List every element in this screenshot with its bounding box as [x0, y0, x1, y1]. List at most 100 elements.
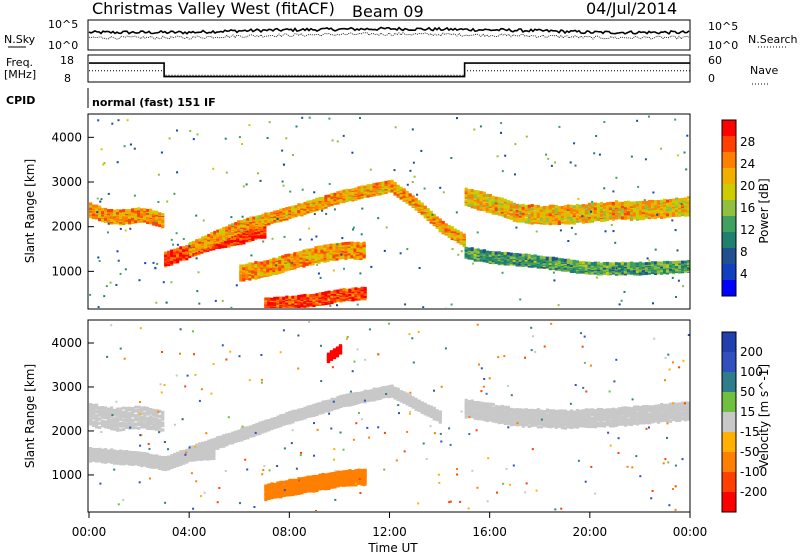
scatter-band-5-cell	[635, 201, 640, 205]
cbar-tick-label-2: 20	[740, 179, 755, 193]
scatter-band-3-cell	[302, 259, 306, 263]
scatter-band-5-cell	[581, 204, 585, 207]
scatter-band-6-cell	[491, 251, 495, 254]
scatter-band-0-cell	[140, 410, 144, 414]
scatter-band-5-cell	[653, 206, 658, 210]
scatter-band-2-cell	[450, 230, 454, 234]
scatter-band-5-cell	[666, 213, 670, 217]
scatter-band-6-cell	[602, 262, 607, 265]
scatter-band-0-cell	[101, 208, 105, 211]
scatter-band-5-cell	[527, 204, 531, 208]
scatter-band-2-cell	[384, 180, 388, 184]
scatter-band-2-cell	[444, 227, 448, 231]
scatter-band-2-cell	[324, 486, 328, 489]
cbar-swatch-3	[722, 168, 736, 185]
noise-panel: N.Sky N.Search 10^5 10^0 10^5 10^0	[4, 18, 798, 52]
scatter-band-5-cell	[602, 205, 607, 209]
scatter-band-0-cell	[155, 221, 159, 224]
scatter-band-5-cell	[614, 208, 619, 212]
scatter-noise-cell	[359, 117, 361, 119]
scatter-band-2-cell	[375, 189, 379, 193]
scatter-band-5-cell	[614, 210, 619, 214]
scatter-band-5-cell	[584, 218, 588, 222]
scatter-band-5-cell	[626, 202, 631, 206]
scatter-noise-cell	[116, 161, 119, 164]
scatter-band-6-cell	[656, 261, 661, 265]
cbar-swatch-8	[722, 248, 736, 265]
scatter-band-3-cell	[248, 275, 252, 279]
scatter-band-5-cell	[681, 206, 685, 210]
scatter-band-2-cell	[273, 210, 277, 214]
scatter-band-5-cell	[509, 203, 513, 207]
scatter-band-4-cell	[351, 298, 355, 302]
scatter-band-5-cell	[602, 216, 607, 220]
scatter-band-3-cell	[248, 264, 252, 268]
scatter-band-3-cell	[302, 264, 306, 268]
scatter-band-5-cell	[678, 209, 682, 212]
scatter-band-6-cell	[551, 256, 555, 260]
scatter-band-0-cell	[161, 410, 165, 414]
scatter-band-5-cell	[470, 198, 474, 202]
scatter-band-5-cell	[663, 205, 667, 209]
scatter-band-4-cell	[318, 293, 322, 297]
scatter-band-3-cell	[296, 255, 300, 259]
scatter-band-6-cell	[509, 255, 513, 259]
scatter-band-1-cell	[185, 251, 189, 255]
scatter-band-5-cell	[506, 200, 510, 204]
scatter-band-0-cell	[137, 220, 141, 223]
scatter-band-2-cell	[369, 184, 373, 187]
scatter-band-1-cell	[131, 456, 135, 460]
scatter-band-1-cell	[233, 242, 237, 246]
scatter-band-2-cell	[330, 478, 334, 482]
scatter-band-5-cell	[587, 207, 591, 211]
scatter-band-2-cell	[327, 198, 331, 202]
scatter-band-3-cell	[245, 274, 249, 278]
noise-series-1	[88, 32, 690, 40]
scatter-band-0-cell	[146, 416, 150, 420]
scatter-noise-cell	[283, 163, 285, 166]
scatter-band-6-cell	[653, 261, 658, 265]
scatter-band-6-cell	[518, 253, 522, 257]
scatter-band-0-cell	[152, 220, 156, 224]
scatter-band-5-cell	[605, 212, 610, 216]
scatter-band-3-cell	[266, 271, 270, 275]
scatter-band-0-cell	[104, 420, 108, 424]
scatter-band-1-cell	[161, 460, 165, 464]
scatter-band-1-cell	[224, 244, 228, 248]
scatter-band-5-cell	[533, 214, 537, 218]
scatter-band-2-cell	[408, 200, 412, 204]
scatter-band-2-cell	[408, 193, 412, 197]
scatter-band-4-cell	[294, 302, 298, 305]
scatter-band-0-cell	[152, 413, 156, 417]
scatter-band-4-cell	[351, 293, 355, 297]
cbar-swatch-6	[722, 216, 736, 233]
scatter-band-6-cell	[617, 272, 622, 276]
scatter-band-3-cell	[245, 265, 249, 269]
scatter-band-3-cell	[269, 262, 273, 266]
scatter-band-0-cell	[107, 413, 111, 417]
scatter-band-4-cell	[288, 305, 292, 308]
scatter-band-3-cell	[320, 250, 324, 253]
scatter-band-5-cell	[572, 208, 576, 212]
scatter-noise-cell	[332, 269, 335, 272]
scatter-noise-cell	[637, 185, 640, 188]
scatter-noise-cell	[98, 260, 101, 262]
scatter-noise-cell	[196, 290, 199, 293]
scatter-band-6-cell	[587, 263, 591, 267]
scatter-band-3-cell	[344, 241, 348, 245]
scatter-band-0-cell	[92, 209, 96, 213]
scatter-band-4-cell	[297, 304, 301, 308]
scatter-band-5-cell	[599, 219, 604, 222]
scatter-band-2-cell	[288, 478, 292, 482]
scatter-band-5-cell	[644, 212, 649, 216]
scatter-band-2-cell	[324, 204, 328, 208]
scatter-band-5-cell	[656, 205, 661, 209]
scatter-band-3-cell	[326, 246, 330, 250]
scatter-band-3-cell	[293, 257, 297, 261]
scatter-band-5-cell	[491, 209, 495, 213]
scatter-band-3-cell	[257, 271, 261, 275]
scatter-band-0-cell	[104, 423, 108, 427]
scatter-band-3-cell	[275, 267, 279, 271]
scatter-band-1-cell	[185, 460, 189, 464]
scatter-noise-cell	[308, 116, 311, 119]
